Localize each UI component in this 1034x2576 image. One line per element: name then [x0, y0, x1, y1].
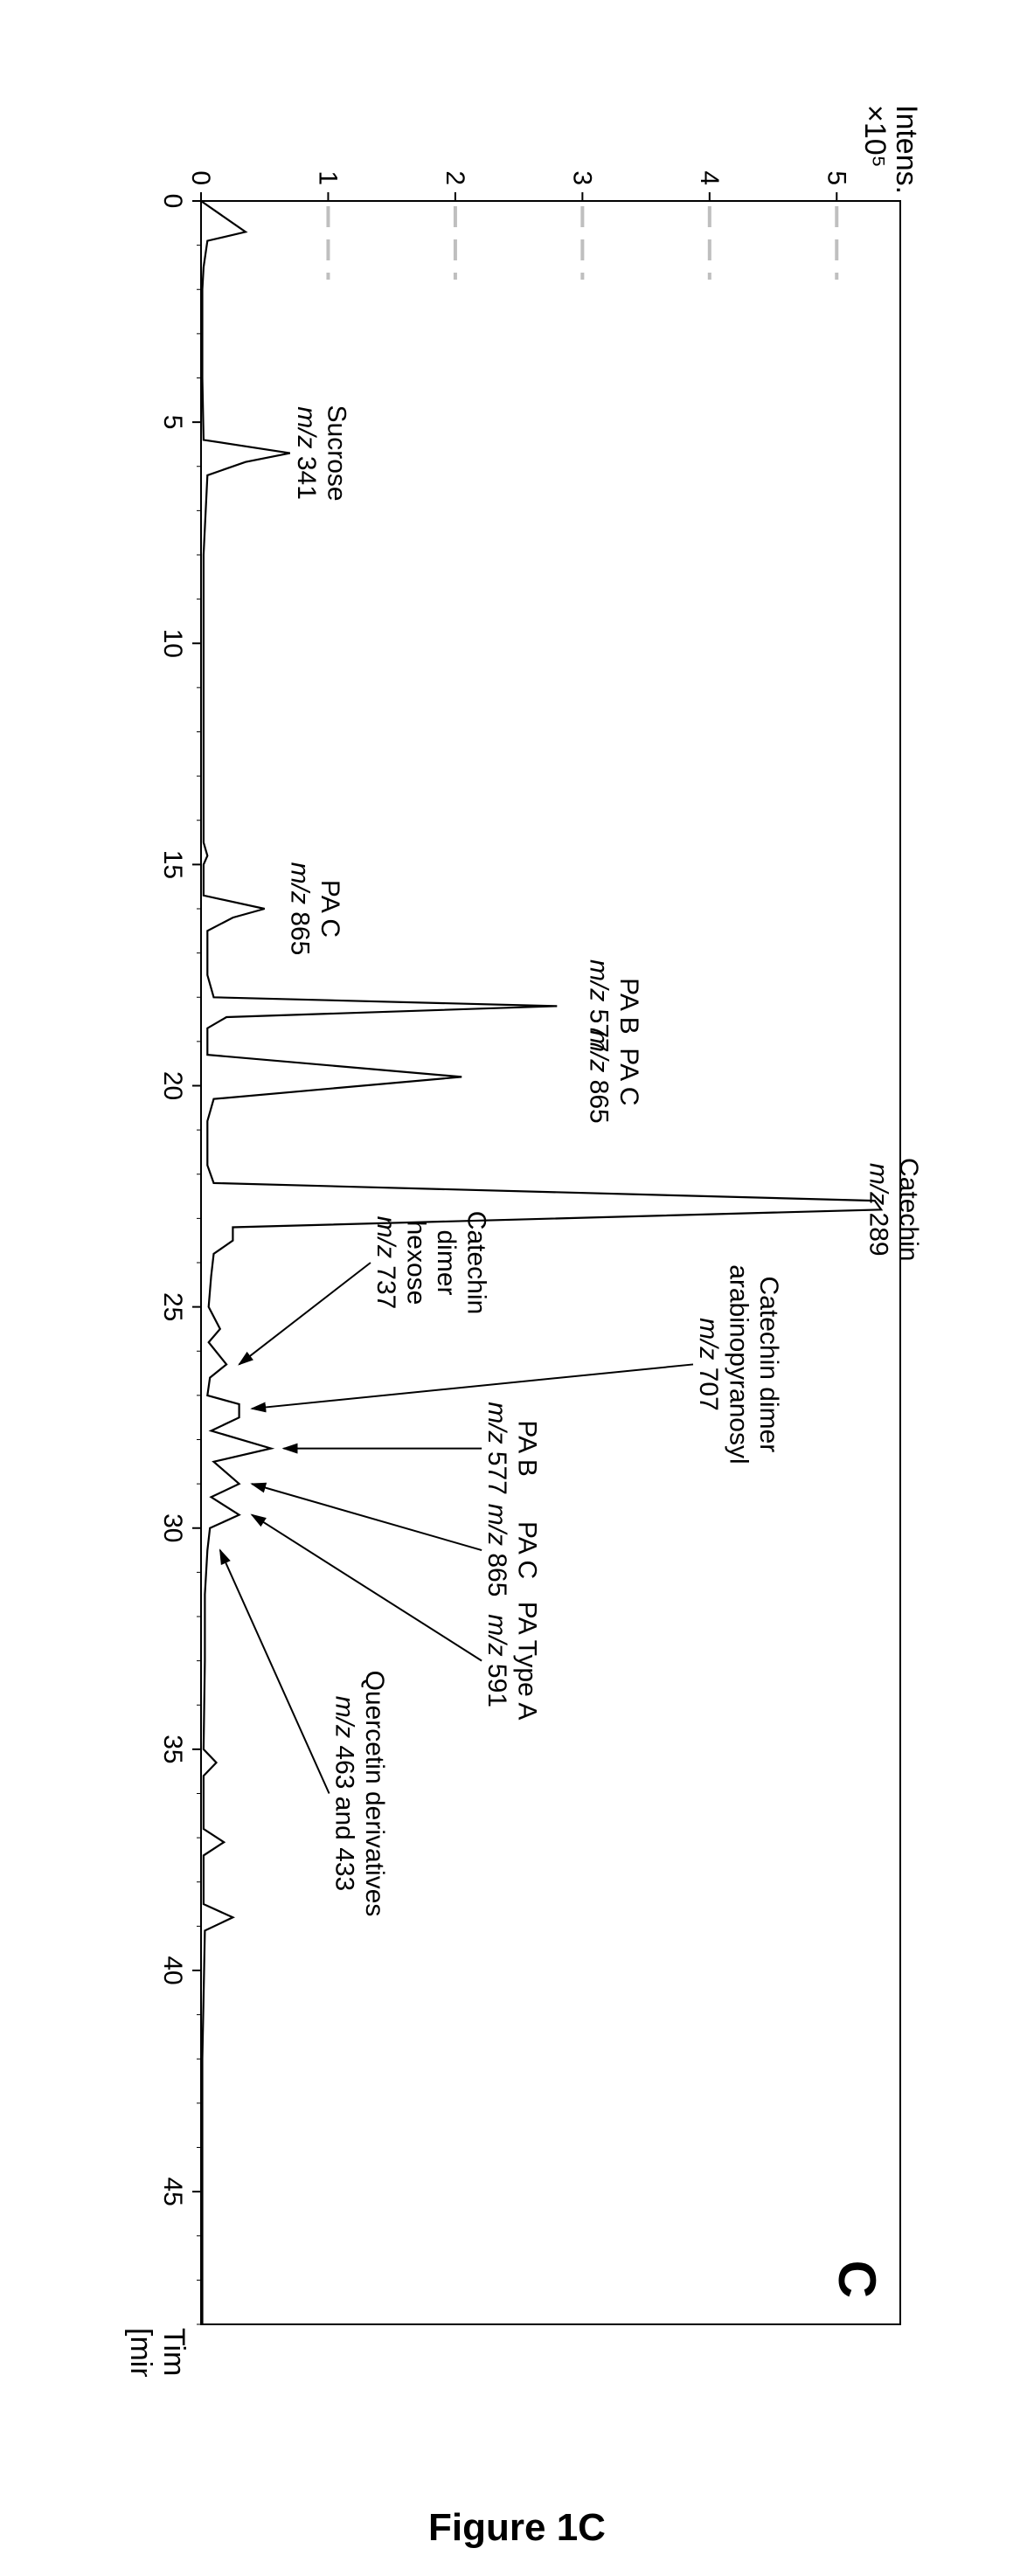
- svg-text:Sucrosem/z 341: Sucrosem/z 341: [292, 405, 351, 502]
- svg-text:×10⁵: ×10⁵: [858, 105, 892, 168]
- svg-text:Time: Time: [157, 2328, 191, 2377]
- svg-text:10: 10: [158, 629, 187, 658]
- svg-text:15: 15: [158, 850, 187, 879]
- svg-text:Catechinm/z 289: Catechinm/z 289: [864, 1158, 924, 1261]
- svg-text:35: 35: [158, 1735, 187, 1763]
- svg-text:20: 20: [158, 1071, 187, 1100]
- page: 012345051015202530354045Intens.×10⁵Time[…: [0, 0, 1034, 2576]
- svg-text:C: C: [828, 2261, 886, 2298]
- svg-text:25: 25: [158, 1292, 187, 1321]
- svg-text:1: 1: [313, 170, 342, 185]
- svg-text:2: 2: [441, 170, 469, 185]
- svg-text:5: 5: [822, 170, 850, 185]
- svg-text:PA Type Am/z 591: PA Type Am/z 591: [482, 1602, 542, 1721]
- svg-text:0: 0: [186, 170, 215, 185]
- svg-text:45: 45: [158, 2177, 187, 2206]
- svg-text:Quercetin derivativesm/z 463 a: Quercetin derivativesm/z 463 and 433: [330, 1671, 390, 1917]
- svg-text:3: 3: [567, 170, 596, 185]
- svg-text:4: 4: [695, 170, 724, 185]
- svg-text:40: 40: [158, 1956, 187, 1984]
- svg-text:Intens.: Intens.: [890, 105, 923, 194]
- svg-text:5: 5: [158, 415, 187, 430]
- svg-text:[min]: [min]: [124, 2328, 157, 2377]
- chart-svg: 012345051015202530354045Intens.×10⁵Time[…: [105, 70, 926, 2377]
- chart-rotated-container: 012345051015202530354045Intens.×10⁵Time[…: [0, 813, 1034, 1634]
- svg-text:30: 30: [158, 1513, 187, 1542]
- chromatogram-chart: 012345051015202530354045Intens.×10⁵Time[…: [105, 70, 926, 2377]
- figure-caption: Figure 1C: [0, 2506, 1034, 2550]
- svg-text:0: 0: [158, 194, 187, 209]
